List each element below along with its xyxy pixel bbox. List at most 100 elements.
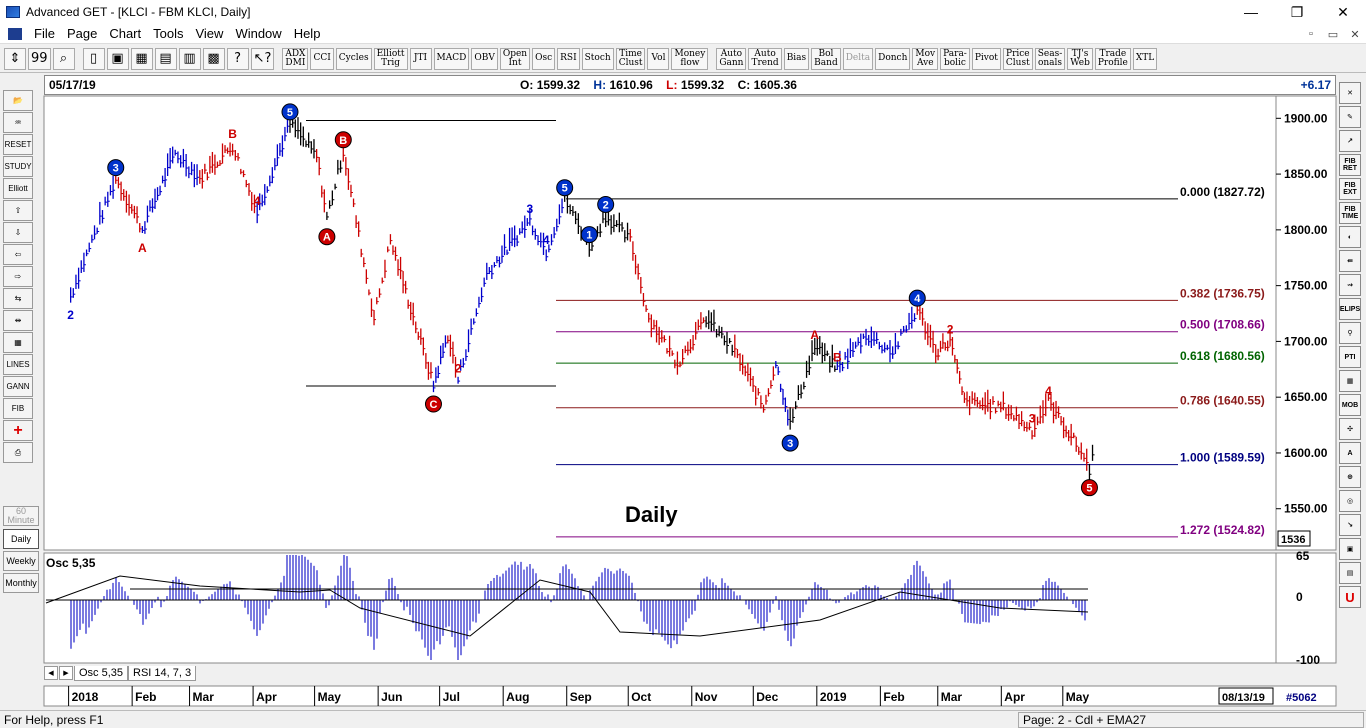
study-parabolic-button[interactable]: Para- bolic (940, 47, 970, 70)
study-osc-button[interactable]: Osc (532, 47, 556, 70)
pointer-icon[interactable]: ⇕ (4, 47, 26, 70)
tab-next-button[interactable]: ▶ (59, 666, 73, 680)
zoom-icon[interactable]: ⌕ (52, 47, 75, 70)
right-tool-16[interactable]: ⊕ (1339, 466, 1361, 488)
right-tool-10[interactable]: ⚲ (1339, 322, 1361, 344)
tab-osc[interactable]: Osc 5,35 (74, 665, 129, 681)
right-tool-5[interactable]: FIB TIME (1339, 202, 1361, 224)
right-tool-9[interactable]: ELIPS (1339, 298, 1361, 320)
menu-page[interactable]: Page (66, 26, 98, 41)
right-tool-15[interactable]: A (1339, 442, 1361, 464)
study-button[interactable]: STUDY (3, 156, 33, 177)
arrow-left-icon[interactable]: ⇦ (3, 244, 33, 265)
study-seasonals-button[interactable]: Seas- onals (1034, 47, 1066, 70)
print-icon[interactable]: ▦ (130, 47, 153, 70)
study-autogann-button[interactable]: Auto Gann (716, 47, 747, 70)
right-tool-1[interactable]: ✎ (1339, 106, 1361, 128)
quote-icon[interactable]: 99 (28, 47, 51, 70)
open-icon[interactable]: 📂 (3, 90, 33, 111)
right-tool-4[interactable]: FIB EXT (1339, 178, 1361, 200)
right-tool-18[interactable]: ↘ (1339, 514, 1361, 536)
right-tool-3[interactable]: FIB RET (1339, 154, 1361, 176)
mdi-close-button[interactable]: ✕ (1350, 28, 1360, 41)
document-icon[interactable] (8, 27, 22, 40)
study-rsi-button[interactable]: RSI (557, 47, 580, 70)
study-movave-button[interactable]: Mov Ave (912, 47, 939, 70)
menu-file[interactable]: File (34, 26, 55, 41)
study-priceclust-button[interactable]: Price Clust (1002, 47, 1033, 70)
menu-chart[interactable]: Chart (109, 26, 142, 41)
tab-rsi[interactable]: RSI 14, 7, 3 (128, 665, 197, 681)
study-cycles-button[interactable]: Cycles (335, 47, 372, 70)
study-xtl-button[interactable]: XTL (1132, 47, 1158, 70)
study-macd-button[interactable]: MACD (433, 47, 470, 70)
study-tradeprofile-button[interactable]: Trade Profile (1094, 47, 1131, 70)
mdi-restore-button[interactable]: ▭ (1327, 28, 1339, 41)
new-page-icon[interactable]: ▯ (82, 47, 105, 70)
study-bolband-button[interactable]: Bol Band (811, 47, 841, 70)
fib-button[interactable]: FIB (3, 398, 33, 419)
study-timeclust-button[interactable]: Time Clust (615, 47, 646, 70)
study-obv-button[interactable]: OBV (471, 47, 498, 70)
study-pivot-button[interactable]: Pivot (971, 47, 1001, 70)
study-bias-button[interactable]: Bias (783, 47, 810, 70)
arrow-up-icon[interactable]: ⇧ (3, 200, 33, 221)
grid-icon[interactable]: ▦ (3, 332, 33, 353)
tab-prev-button[interactable]: ◀ (44, 666, 58, 680)
right-tool-2[interactable]: ↗ (1339, 130, 1361, 152)
right-tool-17[interactable]: ◎ (1339, 490, 1361, 512)
right-tool-20[interactable]: ▤ (1339, 562, 1361, 584)
right-tool-0[interactable]: ✕ (1339, 82, 1361, 104)
save-icon[interactable]: ▣ (106, 47, 129, 70)
context-help-icon[interactable]: ↖? (250, 47, 275, 70)
right-tool-12[interactable]: ▦ (1339, 370, 1361, 392)
copy-icon[interactable]: ▤ (154, 47, 177, 70)
minimize-button[interactable]: — (1244, 4, 1258, 20)
right-tool-6[interactable]: ◐ (1339, 226, 1361, 248)
delete-icon[interactable]: ▩ (202, 47, 225, 70)
study-donch-button[interactable]: Donch (875, 47, 911, 70)
lines-button[interactable]: LINES (3, 354, 33, 375)
study-tjsweb-button[interactable]: TJ's Web (1067, 47, 1093, 70)
period-daily-button[interactable]: Daily (3, 529, 39, 549)
paste-icon[interactable]: ▥ (178, 47, 201, 70)
maximize-button[interactable]: ❐ (1290, 3, 1304, 20)
study-jti-button[interactable]: JTI (409, 47, 432, 70)
close-button[interactable]: ✕ (1337, 3, 1349, 20)
right-tool-21[interactable]: U (1339, 586, 1361, 608)
study-vol-button[interactable]: Vol (647, 47, 670, 70)
study-delta-button[interactable]: Delta (842, 47, 874, 70)
crosshair-icon[interactable]: + (3, 420, 33, 441)
study-adxdmi-button[interactable]: ADX DMI (282, 47, 309, 70)
menu-view[interactable]: View (195, 26, 224, 41)
right-tool-14[interactable]: ✣ (1339, 418, 1361, 440)
period-60minute-button[interactable]: 60 Minute (3, 506, 39, 526)
study-autotrend-button[interactable]: Auto Trend (748, 47, 782, 70)
arrow-right-icon[interactable]: ⇨ (3, 266, 33, 287)
study-openint-button[interactable]: Open Int (499, 47, 531, 70)
mdi-minimize-button[interactable]: ▫ (1309, 28, 1313, 40)
reset-button[interactable]: RESET (3, 134, 33, 155)
period-weekly-button[interactable]: Weekly (3, 551, 39, 571)
menu-window[interactable]: Window (235, 26, 282, 41)
study-cci-button[interactable]: CCI (310, 47, 334, 70)
menu-help[interactable]: Help (293, 26, 321, 41)
gann-button[interactable]: GANN (3, 376, 33, 397)
study-moneyflow-button[interactable]: Money flow (671, 47, 709, 70)
study-elliotttrig-button[interactable]: Elliott Trig (373, 47, 408, 70)
right-tool-7[interactable]: ⇚ (1339, 250, 1361, 272)
right-tool-8[interactable]: ⇝ (1339, 274, 1361, 296)
menu-tools[interactable]: Tools (153, 26, 184, 41)
right-tool-11[interactable]: PTI (1339, 346, 1361, 368)
period-monthly-button[interactable]: Monthly (3, 573, 39, 593)
expand-icon[interactable]: ⇹ (3, 310, 33, 331)
print-chart-icon[interactable]: ⎙ (3, 442, 33, 463)
study-stoch-button[interactable]: Stoch (581, 47, 614, 70)
template-icon[interactable]: ♒ (3, 112, 33, 133)
arrow-down-icon[interactable]: ⇩ (3, 222, 33, 243)
right-tool-13[interactable]: MOB (1339, 394, 1361, 416)
help-icon[interactable]: ? (226, 47, 249, 70)
right-tool-19[interactable]: ▣ (1339, 538, 1361, 560)
compress-icon[interactable]: ⇆ (3, 288, 33, 309)
